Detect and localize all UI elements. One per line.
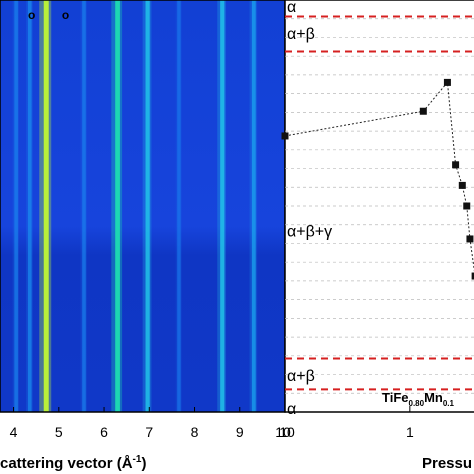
pressure-point-3 [452,161,460,169]
pressure-series-line [284,81,474,272]
pressure-panel: α α+β α+β+γ α+β α TiFe0.80Mn0.1 10 1 Pressu [279,0,474,472]
pressure-point-0 [281,132,289,140]
pressure-point-6 [466,235,474,243]
sample-label: TiFe0.80Mn0.1 [382,390,455,408]
pressure-x-axis-label: Pressu [422,455,472,472]
phase-label-0: α [287,0,296,16]
pressure-frame [284,0,474,413]
heatmap-x-tick-4: 8 [191,424,199,440]
heatmap-line-5 [14,0,18,412]
pressure-x-tick-0: 10 [279,424,295,440]
heatmap-x-axis-label: cattering vector (Å-1) [0,454,146,472]
heatmap-x-tick-1: 5 [55,424,63,440]
heatmap-x-tick-6: 10 [275,424,291,440]
heatmap-line-1 [115,0,120,412]
phase-label-1: α+β [287,26,315,43]
heatmap-line-7 [82,0,86,412]
heatmap-x-tick-0: 4 [10,424,18,440]
pressure-x-tick-1: 1 [406,424,414,440]
pressure-point-4 [458,181,466,189]
pressure-point-1 [419,107,427,115]
phase-boundaries [285,15,474,391]
pressure-x-ticks: 10 1 [279,406,414,440]
heatmap-lines [12,0,258,412]
phase-marker-0: o [28,8,35,22]
heatmap-line-6 [27,0,32,412]
pressure-point-7 [471,272,474,280]
heatmap-line-2 [145,0,150,412]
phase-label-4: α [287,401,296,418]
phase-label-2: α+β+γ [287,224,332,241]
heatmap-x-tick-2: 6 [100,424,108,440]
heatmap-x-tick-3: 7 [145,424,153,440]
heatmap-line-4 [251,0,256,412]
pressure-point-5 [463,202,471,210]
heatmap-line-0 [43,0,49,412]
heatmap-x-ticks: 4 5 6 7 8 9 10 [10,407,291,440]
pressure-point-2 [443,78,451,86]
heatmap-line-8 [177,0,181,412]
heatmap-line-3 [220,0,225,412]
phase-label-3: α+β [287,368,315,385]
phase-labels: α α+β α+β+γ α+β α [287,0,332,418]
heatmap-x-tick-5: 9 [236,424,244,440]
pressure-series-points [281,78,474,280]
phase-marker-1: o [62,8,69,22]
